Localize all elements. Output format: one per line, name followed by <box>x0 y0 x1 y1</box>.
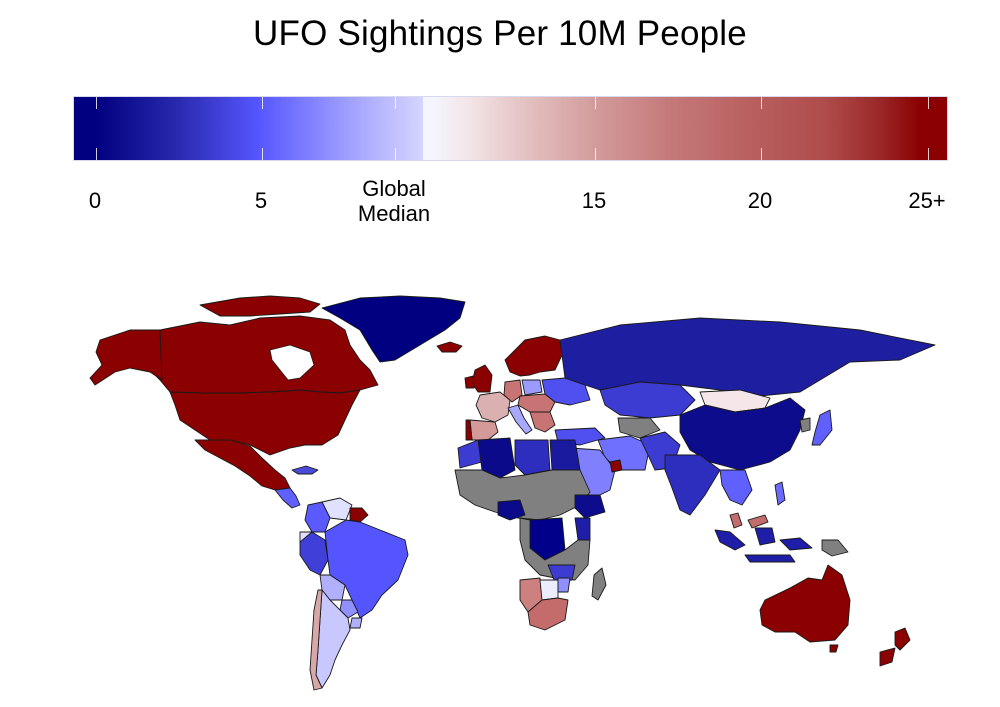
region-balkans[interactable] <box>529 411 556 433</box>
region-kenya[interactable] <box>574 517 591 541</box>
region-canada[interactable] <box>134 315 379 394</box>
region-australia[interactable] <box>759 564 851 643</box>
region-malaysia[interactable] <box>729 512 769 529</box>
region-russia[interactable] <box>559 317 936 397</box>
region-central-east-africa-no-data[interactable] <box>519 517 591 581</box>
region-indonesia[interactable] <box>714 527 813 563</box>
legend-label-25: 25+ <box>908 188 946 213</box>
region-alaska[interactable] <box>89 329 163 386</box>
region-south-africa[interactable] <box>527 597 569 631</box>
region-usa[interactable] <box>169 389 361 456</box>
colorbar-tick-25b <box>928 148 929 160</box>
colorbar-tick-medianb <box>395 148 396 160</box>
hudson-bay <box>269 344 315 381</box>
region-uae[interactable] <box>609 459 623 473</box>
colorbar-tick-15b <box>595 148 596 160</box>
region-tasmania[interactable] <box>829 644 839 653</box>
legend-label-15: 15 <box>581 188 607 213</box>
region-libya[interactable] <box>514 439 551 476</box>
region-china[interactable] <box>679 397 806 471</box>
region-philippines[interactable] <box>774 481 786 506</box>
world-map <box>89 295 936 691</box>
region-india[interactable] <box>664 454 721 516</box>
colorbar-tick-25 <box>928 97 929 109</box>
legend-label-median-line2: Median <box>357 201 431 226</box>
legend-label-median-line1: Global <box>362 176 426 201</box>
region-portugal[interactable] <box>465 419 473 441</box>
region-italy[interactable] <box>507 404 533 435</box>
region-new-zealand[interactable] <box>879 627 911 667</box>
legend-label-5: 5 <box>254 188 268 213</box>
region-iceland[interactable] <box>436 341 463 353</box>
region-japan[interactable] <box>811 409 833 446</box>
region-canada-arctic-islands[interactable] <box>199 295 321 317</box>
colorbar-tick-20b <box>761 148 762 160</box>
colorbar-tick-20 <box>761 97 762 109</box>
colorbar-tick-5 <box>262 97 263 109</box>
colorbar <box>73 96 948 161</box>
region-ethiopia[interactable] <box>574 494 606 519</box>
region-papua-new-guinea[interactable] <box>821 539 849 557</box>
region-greenland[interactable] <box>321 295 466 363</box>
region-korea[interactable] <box>799 417 811 433</box>
region-norway-sweden-finland[interactable] <box>504 335 563 377</box>
region-brazil[interactable] <box>324 519 409 619</box>
legend-label-global-median: Global Median <box>358 176 430 226</box>
region-mozambique[interactable] <box>557 577 571 593</box>
region-poland[interactable] <box>521 379 543 396</box>
region-france[interactable] <box>475 391 511 423</box>
region-paraguay[interactable] <box>339 599 359 619</box>
region-kazakhstan[interactable] <box>599 381 696 419</box>
region-ireland[interactable] <box>464 375 475 389</box>
region-nigeria[interactable] <box>497 499 526 521</box>
region-central-asia[interactable] <box>617 417 661 439</box>
region-guianas[interactable] <box>349 507 369 523</box>
colorbar-tick-0b <box>96 148 97 160</box>
region-chile[interactable] <box>309 589 323 691</box>
colorbar-tick-15 <box>595 97 596 109</box>
region-madagascar[interactable] <box>591 567 607 601</box>
region-central-america[interactable] <box>274 487 301 509</box>
region-uk[interactable] <box>471 364 493 393</box>
region-botswana[interactable] <box>539 579 559 601</box>
colorbar-tick-5b <box>262 148 263 160</box>
region-germany[interactable] <box>503 379 523 403</box>
region-cuba[interactable] <box>291 465 319 475</box>
colorbar-tick-median <box>395 97 396 109</box>
region-uruguay[interactable] <box>349 617 363 629</box>
region-peru[interactable] <box>299 531 329 576</box>
region-southeast-asia[interactable] <box>719 469 753 506</box>
colorbar-tick-0 <box>96 97 97 109</box>
region-spain[interactable] <box>469 419 499 441</box>
legend-label-0: 0 <box>88 188 102 213</box>
legend-label-20: 20 <box>747 188 773 213</box>
chart-title: UFO Sightings Per 10M People <box>253 14 747 53</box>
region-algeria[interactable] <box>477 437 516 479</box>
region-egypt[interactable] <box>549 439 581 471</box>
